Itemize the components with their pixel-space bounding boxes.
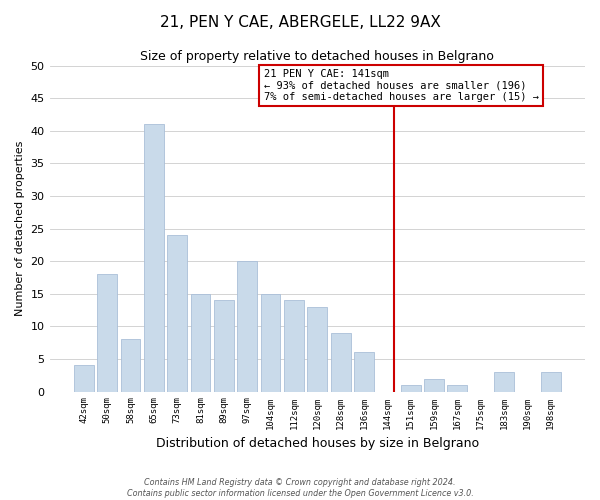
Title: Size of property relative to detached houses in Belgrano: Size of property relative to detached ho… bbox=[140, 50, 494, 63]
Y-axis label: Number of detached properties: Number of detached properties bbox=[15, 141, 25, 316]
Bar bbox=[144, 124, 164, 392]
Bar bbox=[191, 294, 211, 392]
Bar bbox=[97, 274, 117, 392]
Bar bbox=[541, 372, 560, 392]
Bar bbox=[354, 352, 374, 392]
Bar bbox=[238, 261, 257, 392]
Bar bbox=[494, 372, 514, 392]
X-axis label: Distribution of detached houses by size in Belgrano: Distribution of detached houses by size … bbox=[156, 437, 479, 450]
Bar bbox=[448, 385, 467, 392]
Text: 21, PEN Y CAE, ABERGELE, LL22 9AX: 21, PEN Y CAE, ABERGELE, LL22 9AX bbox=[160, 15, 440, 30]
Bar bbox=[424, 378, 444, 392]
Bar bbox=[331, 333, 350, 392]
Bar bbox=[307, 307, 327, 392]
Bar bbox=[167, 235, 187, 392]
Bar bbox=[214, 300, 234, 392]
Text: 21 PEN Y CAE: 141sqm
← 93% of detached houses are smaller (196)
7% of semi-detac: 21 PEN Y CAE: 141sqm ← 93% of detached h… bbox=[263, 69, 539, 102]
Bar bbox=[284, 300, 304, 392]
Bar bbox=[401, 385, 421, 392]
Bar bbox=[121, 340, 140, 392]
Bar bbox=[74, 366, 94, 392]
Text: Contains HM Land Registry data © Crown copyright and database right 2024.
Contai: Contains HM Land Registry data © Crown c… bbox=[127, 478, 473, 498]
Bar bbox=[260, 294, 280, 392]
